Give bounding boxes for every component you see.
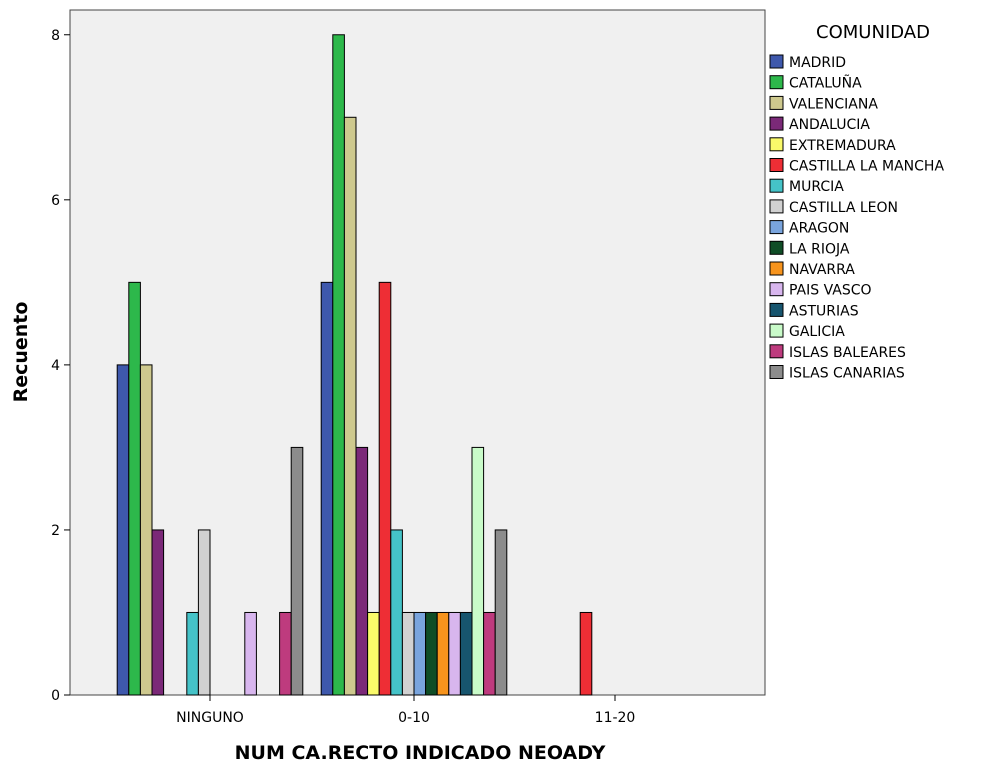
legend-label: EXTREMADURA [789,138,896,154]
y-tick-label: 8 [51,28,60,44]
legend-swatch [769,116,784,131]
legend-swatch [769,95,784,110]
legend-label: CASTILLA LA MANCHA [789,159,944,175]
bar [413,611,427,696]
legend-swatch [769,365,784,379]
bar [139,364,153,696]
legend-label: GALICIA [789,324,845,340]
bar [367,611,380,696]
bar [471,446,485,696]
x-tick-label: 11-20 [595,710,636,726]
legend-title: COMUNIDAD [816,22,930,43]
legend-swatch [769,158,784,172]
legend-swatch [769,282,784,297]
legend-label: VALENCIANA [789,96,878,112]
bars-group [116,34,593,696]
legend-swatch [769,220,784,235]
y-tick-label: 0 [51,688,60,704]
legend: MADRID CATALUÑA VALENCIANA ANDALUCIA EXTREMA… [769,54,944,382]
bar [279,611,292,696]
legend-label: ISLAS BALEARES [789,345,906,361]
plot-area [69,9,766,696]
y-tick-label: 2 [51,523,60,539]
legend-swatch [769,54,784,69]
legend-label: ISLAS CANARIAS [789,366,905,382]
bar [343,116,357,696]
bar [290,446,304,696]
legend-label: LA RIOJA [789,241,850,257]
x-axis: NINGUNO 0-10 11-20 [176,695,635,726]
x-tick-label: 0-10 [398,710,430,726]
legend-label: MURCIA [789,179,844,195]
legend-swatch [769,323,784,338]
bar [579,611,593,696]
legend-label: ASTURIAS [789,303,859,319]
bar [320,281,334,696]
legend-label: ARAGON [789,221,849,237]
legend-label: CATALUÑA [789,75,862,92]
bar [332,34,345,696]
bar [401,611,415,696]
bar [186,611,199,696]
legend-swatch [769,178,784,193]
bar [448,611,461,696]
y-axis: 0 2 4 6 8 [51,28,70,704]
x-tick-label: NINGUNO [176,710,244,726]
legend-label: PAIS VASCO [789,283,872,299]
legend-swatch [769,75,784,90]
bar [128,281,141,696]
bar [390,529,403,696]
bar [244,611,257,696]
legend-swatch [769,137,784,152]
bar [425,611,438,696]
bar [378,281,392,696]
legend-swatch [769,199,784,214]
legend-label: ANDALUCIA [789,117,870,133]
bar [197,529,211,696]
legend-label: CASTILLA LEON [789,200,898,216]
y-tick-label: 6 [51,193,60,209]
bar [151,529,165,696]
bar [494,529,508,696]
legend-label: NAVARRA [789,262,855,278]
legend-label: MADRID [789,55,846,71]
legend-swatch [769,344,784,359]
bar [355,446,369,696]
legend-swatch [769,302,784,317]
legend-swatch [769,261,784,276]
bar [459,611,473,696]
bar [436,611,450,696]
bar [116,364,130,696]
x-axis-title: NUM CA.RECTO INDICADO NEOADY [235,742,606,764]
bar [483,611,496,696]
legend-swatch [769,240,784,255]
y-axis-title: Recuento [10,302,32,403]
y-tick-label: 4 [51,358,60,374]
